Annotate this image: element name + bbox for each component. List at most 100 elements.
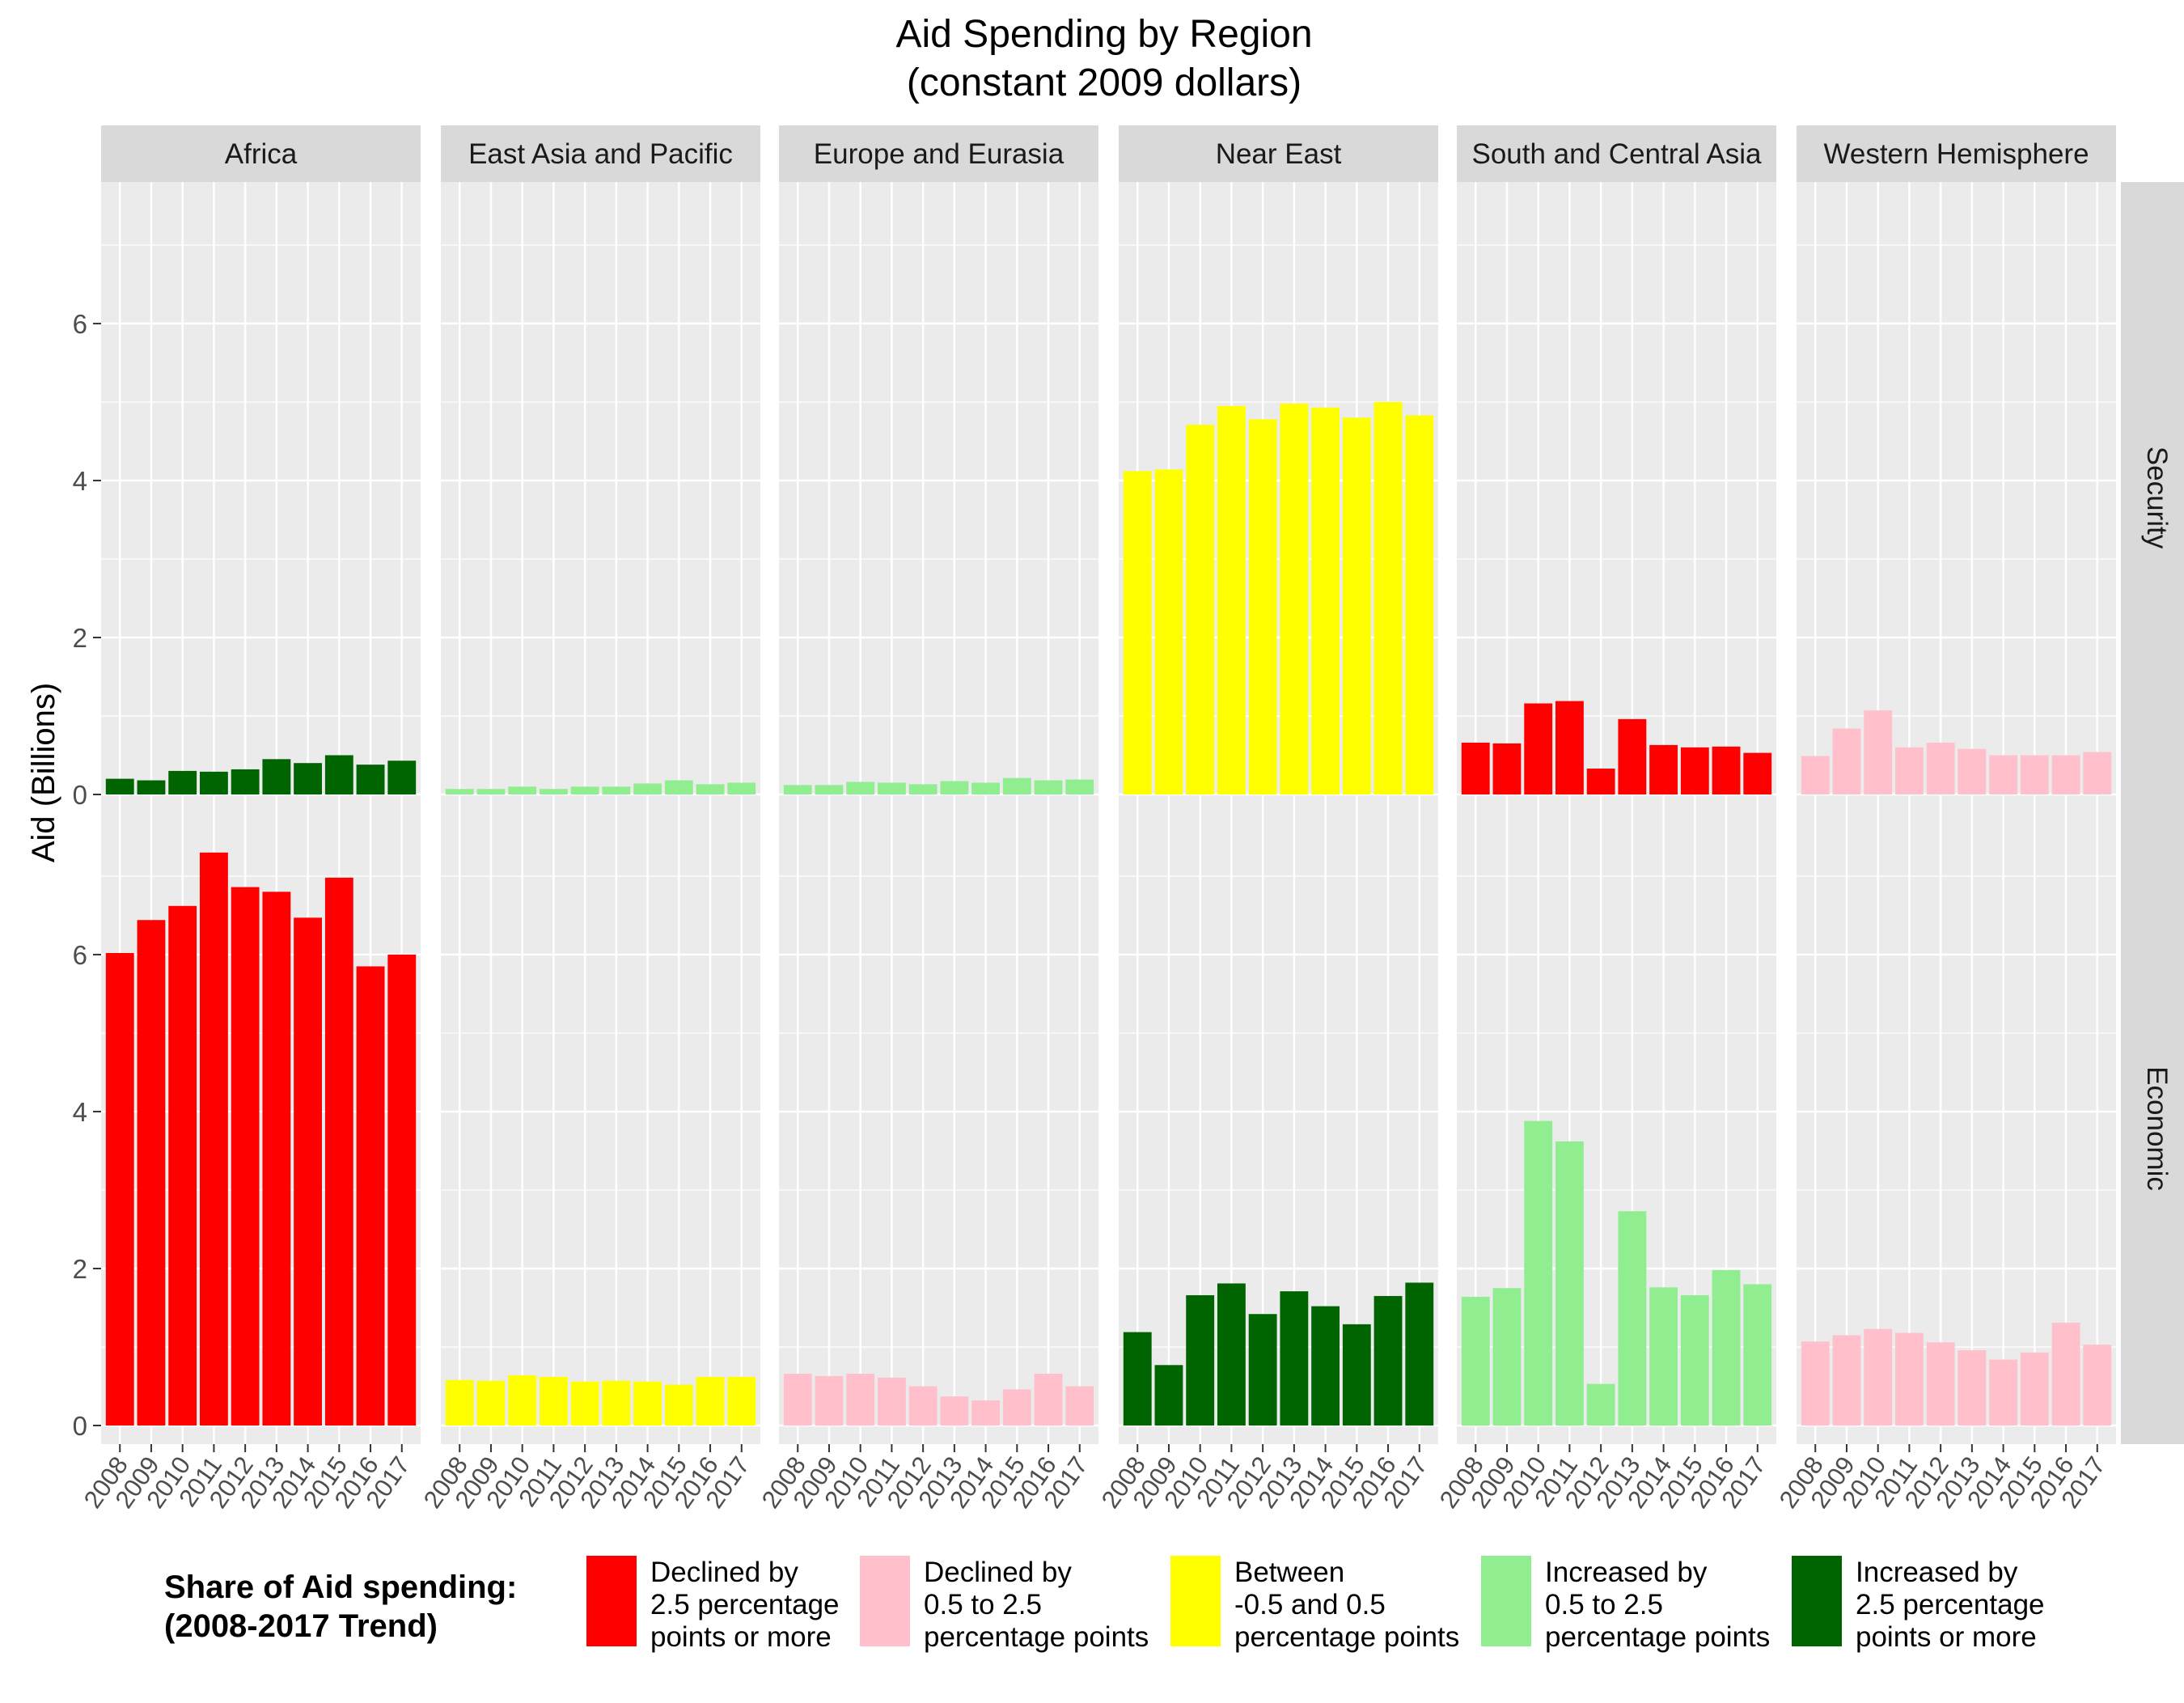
facet-strip-label-africa: Africa <box>225 138 298 170</box>
panel-europe-and-eurasia-economic <box>779 813 1098 1444</box>
legend-key-yellow <box>1170 1556 1221 1646</box>
bar-east-asia-and-pacific-security-2016 <box>696 784 725 794</box>
facet-strip-label-south-and-central-asia: South and Central Asia <box>1471 138 1762 170</box>
bar-europe-and-eurasia-economic-2012 <box>908 1386 938 1426</box>
bar-europe-and-eurasia-economic-2013 <box>940 1396 969 1426</box>
bar-east-asia-and-pacific-security-2008 <box>445 789 474 794</box>
bar-east-asia-and-pacific-security-2010 <box>508 786 537 794</box>
bar-europe-and-eurasia-security-2015 <box>1002 777 1031 794</box>
bar-africa-economic-2011 <box>199 852 228 1426</box>
bar-near-east-security-2010 <box>1186 425 1215 794</box>
bar-south-and-central-asia-economic-2009 <box>1492 1288 1522 1426</box>
legend-label-line2: 0.5 to 2.5 <box>1545 1589 1663 1620</box>
bar-south-and-central-asia-economic-2015 <box>1680 1294 1709 1426</box>
bar-near-east-economic-2014 <box>1311 1306 1340 1426</box>
bar-south-and-central-asia-security-2015 <box>1680 747 1709 794</box>
bar-western-hemisphere-security-2008 <box>1801 756 1830 794</box>
bar-south-and-central-asia-economic-2014 <box>1649 1287 1678 1426</box>
legend-key-red <box>586 1556 637 1646</box>
panel-background <box>779 182 1098 813</box>
panel-western-hemisphere-security <box>1797 182 2116 813</box>
bar-europe-and-eurasia-economic-2017 <box>1065 1386 1094 1426</box>
legend-title-line2: (2008-2017 Trend) <box>164 1608 438 1644</box>
bar-europe-and-eurasia-security-2011 <box>877 782 906 794</box>
y-tick-label: 0 <box>73 780 87 810</box>
legend-label-line2: 0.5 to 2.5 <box>924 1589 1042 1620</box>
panel-background <box>779 813 1098 1444</box>
bar-near-east-economic-2010 <box>1186 1294 1215 1426</box>
bar-east-asia-and-pacific-security-2011 <box>539 789 568 794</box>
bar-near-east-security-2008 <box>1123 471 1152 794</box>
bar-east-asia-and-pacific-economic-2014 <box>633 1381 662 1426</box>
legend-label-line2: -0.5 and 0.5 <box>1234 1589 1386 1620</box>
bar-south-and-central-asia-security-2010 <box>1524 703 1553 794</box>
y-tick-label: 6 <box>73 309 87 339</box>
legend-label-line1: Declined by <box>924 1557 1072 1588</box>
bar-africa-economic-2015 <box>324 877 353 1426</box>
bar-western-hemisphere-economic-2016 <box>2051 1322 2080 1426</box>
chart-title-line2: (constant 2009 dollars) <box>907 61 1302 104</box>
facet-strip-south-and-central-asia <box>1457 125 1776 182</box>
bar-western-hemisphere-economic-2017 <box>2083 1345 2112 1426</box>
bar-western-hemisphere-security-2014 <box>1989 755 2018 794</box>
bar-western-hemisphere-economic-2008 <box>1801 1341 1830 1426</box>
bar-east-asia-and-pacific-security-2014 <box>633 783 662 794</box>
bar-europe-and-eurasia-security-2017 <box>1065 779 1094 794</box>
bar-near-east-economic-2009 <box>1154 1365 1183 1426</box>
bar-western-hemisphere-security-2009 <box>1832 728 1861 794</box>
bar-africa-security-2011 <box>199 771 228 794</box>
panel-western-hemisphere-economic <box>1797 813 2116 1444</box>
panel-south-and-central-asia-economic <box>1457 813 1776 1444</box>
bar-south-and-central-asia-security-2008 <box>1461 742 1490 794</box>
bar-east-asia-and-pacific-security-2009 <box>476 789 506 794</box>
bar-south-and-central-asia-economic-2008 <box>1461 1296 1490 1426</box>
y-tick-label: 2 <box>73 1254 87 1284</box>
bar-south-and-central-asia-economic-2013 <box>1618 1211 1647 1426</box>
bar-africa-security-2016 <box>356 765 385 794</box>
bar-africa-economic-2008 <box>105 952 134 1426</box>
bar-near-east-security-2009 <box>1154 469 1183 794</box>
facet-strip-label-east-asia-and-pacific: East Asia and Pacific <box>468 138 733 170</box>
bar-south-and-central-asia-economic-2010 <box>1524 1121 1553 1426</box>
bar-western-hemisphere-security-2012 <box>1926 742 1955 794</box>
bar-east-asia-and-pacific-security-2017 <box>727 782 756 794</box>
bar-europe-and-eurasia-security-2009 <box>815 785 844 794</box>
bar-south-and-central-asia-economic-2011 <box>1555 1141 1584 1426</box>
legend-label-line1: Declined by <box>650 1557 798 1588</box>
legend-label-line1: Increased by <box>1856 1557 2018 1588</box>
bar-south-and-central-asia-security-2017 <box>1743 752 1772 794</box>
bar-africa-security-2010 <box>168 770 197 794</box>
legend-key-lightgreen <box>1481 1556 1531 1646</box>
panel-background <box>1457 182 1776 813</box>
bar-western-hemisphere-economic-2011 <box>1894 1332 1924 1426</box>
bar-europe-and-eurasia-economic-2010 <box>846 1373 875 1426</box>
bar-europe-and-eurasia-economic-2014 <box>971 1400 1001 1426</box>
bar-east-asia-and-pacific-economic-2015 <box>664 1384 693 1426</box>
bar-europe-and-eurasia-security-2008 <box>783 785 812 794</box>
panel-background <box>441 182 760 813</box>
bar-south-and-central-asia-security-2016 <box>1712 746 1741 794</box>
bar-western-hemisphere-economic-2009 <box>1832 1335 1861 1426</box>
bar-western-hemisphere-security-2013 <box>1958 748 1987 794</box>
chart-title-line1: Aid Spending by Region <box>895 13 1312 56</box>
facet-strip-label-europe-and-eurasia: Europe and Eurasia <box>814 138 1064 170</box>
bar-near-east-security-2011 <box>1217 405 1246 794</box>
panel-near-east-security <box>1119 182 1438 813</box>
bar-east-asia-and-pacific-security-2013 <box>602 786 631 794</box>
legend: Share of Aid spending: (2008-2017 Trend)… <box>164 1556 2045 1653</box>
bar-europe-and-eurasia-economic-2009 <box>815 1375 844 1426</box>
bar-near-east-economic-2012 <box>1248 1314 1277 1426</box>
bar-europe-and-eurasia-security-2013 <box>940 781 969 794</box>
legend-label-line1: Between <box>1234 1557 1344 1588</box>
bar-near-east-security-2013 <box>1280 403 1309 794</box>
bar-africa-economic-2012 <box>231 887 260 1426</box>
bar-western-hemisphere-economic-2013 <box>1958 1349 1987 1426</box>
bar-europe-and-eurasia-security-2016 <box>1034 780 1063 794</box>
panel-east-asia-and-pacific-economic <box>441 813 760 1444</box>
panel-europe-and-eurasia-security <box>779 182 1098 813</box>
y-tick-label: 0 <box>73 1411 87 1441</box>
legend-key-darkgreen <box>1792 1556 1842 1646</box>
bar-near-east-security-2016 <box>1373 401 1403 794</box>
facet-strip-label-near-east: Near East <box>1216 138 1342 170</box>
